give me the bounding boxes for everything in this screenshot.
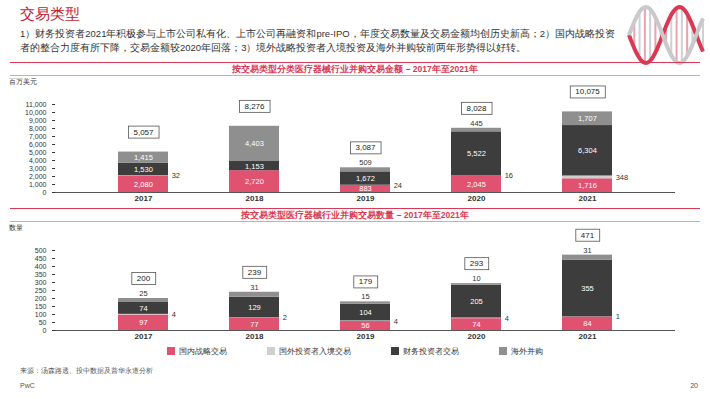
svg-text:8,000: 8,000	[29, 125, 47, 132]
svg-text:31: 31	[583, 246, 591, 255]
svg-text:百万美元: 百万美元	[9, 78, 37, 85]
svg-text:4: 4	[394, 317, 398, 326]
svg-text:0: 0	[43, 189, 47, 196]
svg-text:97: 97	[139, 318, 147, 327]
svg-text:348: 348	[616, 173, 629, 182]
svg-text:77: 77	[250, 320, 258, 329]
svg-text:1,415: 1,415	[134, 153, 153, 162]
svg-text:2,045: 2,045	[467, 180, 486, 189]
svg-text:1,672: 1,672	[356, 174, 375, 183]
svg-text:5,057: 5,057	[133, 128, 154, 137]
svg-text:2019: 2019	[357, 194, 375, 203]
svg-text:500: 500	[35, 247, 47, 254]
svg-text:179: 179	[359, 277, 373, 286]
svg-text:2,080: 2,080	[134, 180, 153, 189]
svg-text:200: 200	[35, 295, 47, 302]
svg-text:2,720: 2,720	[245, 177, 264, 186]
svg-text:3,000: 3,000	[29, 165, 47, 172]
svg-text:150: 150	[35, 303, 47, 310]
svg-text:74: 74	[139, 304, 147, 313]
svg-text:1,530: 1,530	[134, 165, 153, 174]
svg-text:3,087: 3,087	[355, 143, 376, 152]
svg-text:5,000: 5,000	[29, 149, 47, 156]
svg-text:400: 400	[35, 263, 47, 270]
svg-text:16: 16	[505, 171, 513, 180]
svg-text:10: 10	[472, 274, 480, 283]
svg-text:1,716: 1,716	[578, 181, 597, 190]
svg-text:6,000: 6,000	[29, 141, 47, 148]
svg-text:2019: 2019	[357, 332, 375, 341]
svg-text:2021: 2021	[579, 194, 597, 203]
html-text:交易类型: 交易类型	[20, 5, 80, 22]
svg-text:10,075: 10,075	[575, 87, 600, 96]
svg-text:6,304: 6,304	[578, 146, 597, 155]
svg-text:100: 100	[35, 311, 47, 318]
svg-text:200: 200	[137, 274, 151, 283]
svg-text:445: 445	[470, 119, 483, 128]
svg-text:15: 15	[361, 292, 369, 301]
svg-text:2: 2	[283, 313, 287, 322]
svg-text:300: 300	[35, 279, 47, 286]
svg-text:205: 205	[470, 297, 483, 306]
svg-text:2021: 2021	[579, 332, 597, 341]
svg-text:129: 129	[248, 303, 261, 312]
html-text:来源：汤森路透、投中数据及普华永道分析: 来源：汤森路透、投中数据及普华永道分析	[20, 367, 153, 374]
html-text:国外投资者入境交易: 国外投资者入境交易	[279, 346, 351, 356]
svg-text:74: 74	[472, 320, 480, 329]
svg-text:1,707: 1,707	[578, 114, 597, 123]
svg-text:293: 293	[470, 259, 484, 268]
html-text:1）财务投资者2021年积极参与上市公司私有化、上市公司再融: 1）财务投资者2021年积极参与上市公司私有化、上市公司再融资和pre-IPO，…	[20, 28, 615, 53]
svg-text:25: 25	[139, 289, 147, 298]
svg-text:数量: 数量	[9, 224, 23, 231]
svg-text:50: 50	[39, 319, 47, 326]
svg-text:32: 32	[172, 171, 180, 180]
svg-text:10,000: 10,000	[25, 109, 47, 116]
svg-text:350: 350	[35, 271, 47, 278]
svg-text:8,028: 8,028	[466, 104, 487, 113]
svg-text:2018: 2018	[246, 194, 264, 203]
html-text:财务投资者交易: 财务投资者交易	[403, 346, 459, 356]
svg-text:2017: 2017	[135, 194, 153, 203]
svg-text:2020: 2020	[468, 194, 486, 203]
svg-text:5,522: 5,522	[467, 149, 486, 158]
svg-text:56: 56	[361, 321, 369, 330]
svg-text:2020: 2020	[468, 332, 486, 341]
svg-text:509: 509	[359, 158, 372, 167]
svg-text:883: 883	[359, 184, 372, 193]
svg-text:4: 4	[172, 310, 176, 319]
svg-text:31: 31	[250, 283, 258, 292]
html-text:海外并购: 海外并购	[511, 346, 543, 356]
svg-text:1,153: 1,153	[245, 162, 264, 171]
svg-text:4,403: 4,403	[245, 139, 264, 148]
svg-text:239: 239	[248, 268, 262, 277]
svg-text:8,276: 8,276	[244, 102, 265, 111]
svg-text:2017: 2017	[135, 332, 153, 341]
svg-text:450: 450	[35, 255, 47, 262]
html-text:PwC: PwC	[20, 382, 35, 389]
html-text:20: 20	[690, 382, 698, 389]
svg-text:2018: 2018	[246, 332, 264, 341]
svg-text:11,000: 11,000	[26, 101, 47, 108]
svg-text:104: 104	[359, 308, 372, 317]
svg-text:1,000: 1,000	[29, 181, 47, 188]
html-text:按交易类型分类医疗器械行业并购交易金额 – 2017年至20: 按交易类型分类医疗器械行业并购交易金额 – 2017年至2021年	[232, 64, 478, 74]
svg-text:24: 24	[394, 181, 402, 190]
html-text:国内战略交易: 国内战略交易	[179, 346, 227, 356]
svg-text:0: 0	[43, 327, 47, 334]
html-text:按交易类型医疗器械行业并购交易数量 – 2017年至2021: 按交易类型医疗器械行业并购交易数量 – 2017年至2021年	[241, 210, 469, 220]
svg-text:2,000: 2,000	[29, 173, 47, 180]
svg-text:471: 471	[581, 231, 595, 240]
svg-text:4: 4	[505, 314, 509, 323]
svg-text:1: 1	[616, 312, 620, 321]
svg-text:84: 84	[583, 319, 591, 328]
svg-text:250: 250	[35, 287, 47, 294]
svg-text:4,000: 4,000	[29, 157, 47, 164]
svg-text:7,000: 7,000	[29, 133, 47, 140]
svg-text:355: 355	[581, 284, 594, 293]
svg-text:9,000: 9,000	[29, 117, 47, 124]
